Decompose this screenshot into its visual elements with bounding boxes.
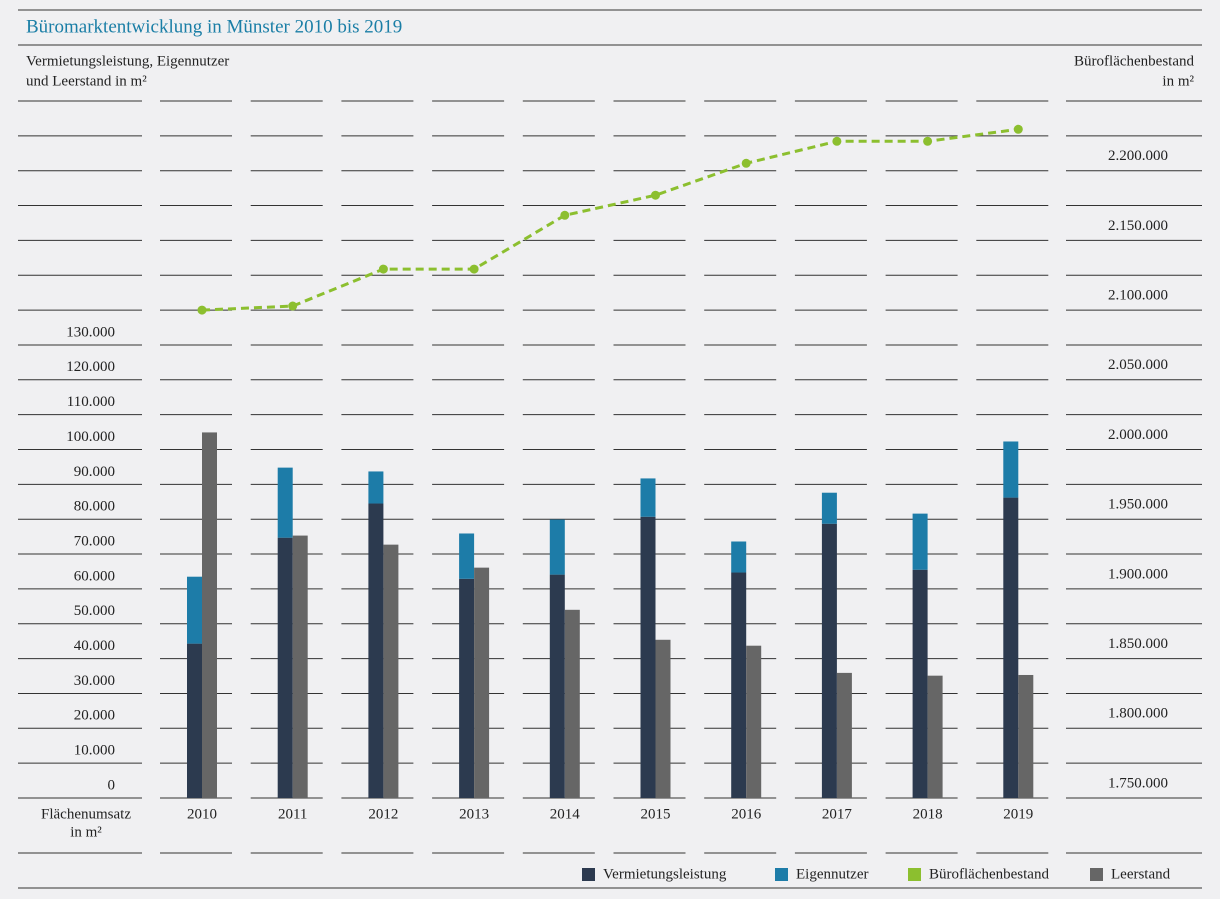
chart-title: Büromarktentwicklung in Münster 2010 bis… [26,16,402,37]
bar [1003,441,1019,498]
x-tick-label: 2017 [822,806,853,822]
y2-axis-label: Büroflächenbestand [1074,53,1194,69]
y-tick-label: 130.000 [66,324,115,340]
y2-tick-label: 2.200.000 [1108,148,1168,164]
bar [549,519,565,575]
bar [277,467,293,538]
y-tick-label: 30.000 [74,673,115,689]
bar [187,643,202,798]
legend-swatch [775,868,788,881]
line-point [469,264,479,274]
bar [640,516,656,798]
bar [927,675,943,798]
bar [821,523,837,798]
line-point [197,305,207,315]
x-axis-label: Flächenumsatz [41,806,131,822]
y-tick-label: 110.000 [67,394,115,410]
y-axis-label: Vermietungsleistung, Eigennutzer [26,53,229,69]
bar [292,535,308,798]
y2-tick-label: 1.950.000 [1108,497,1168,513]
x-tick-label: 2019 [1003,806,1033,822]
line-point [560,210,570,220]
bar [459,578,475,798]
y-tick-label: 70.000 [74,533,115,549]
y2-axis-label: in m² [1162,73,1194,89]
bar [746,645,762,798]
y-tick-label: 0 [108,777,116,793]
x-axis-label: in m² [70,824,102,840]
bar [368,471,384,504]
line-point [923,136,933,146]
bar [459,533,475,579]
line-point [288,301,298,311]
bar [368,503,384,798]
line-point [832,136,842,146]
y-tick-label: 100.000 [66,429,115,445]
bar [731,572,747,798]
bar [731,541,747,573]
y-tick-label: 10.000 [74,743,115,759]
y-tick-label: 80.000 [74,499,115,515]
bar [549,574,565,798]
y-tick-label: 40.000 [74,638,115,654]
bar [1018,674,1034,798]
bar [912,569,928,798]
y-tick-label: 120.000 [66,359,115,375]
bar [187,576,202,644]
bar [640,478,656,517]
line-point [1013,124,1023,134]
line [201,127,1019,312]
y2-tick-label: 1.800.000 [1108,706,1168,722]
x-tick-label: 2013 [459,806,489,822]
legend-label: Eigennutzer [796,866,868,882]
y-axis-label: und Leerstand in m² [26,73,147,89]
y-tick-label: 60.000 [74,568,115,584]
y2-tick-label: 1.900.000 [1108,566,1168,582]
x-tick-label: 2015 [641,806,671,822]
y2-tick-label: 1.750.000 [1108,775,1168,791]
x-tick-label: 2011 [278,806,307,822]
x-tick-label: 2014 [550,806,581,822]
y2-tick-label: 2.050.000 [1108,357,1168,373]
bar [277,537,293,798]
legend-label: Leerstand [1111,866,1171,882]
y-tick-label: 90.000 [74,464,115,480]
bar [912,513,928,570]
x-tick-label: 2018 [913,806,943,822]
bar [836,672,852,798]
y2-tick-label: 2.100.000 [1108,288,1168,304]
bar [383,544,399,798]
legend-label: Vermietungsleistung [603,866,727,882]
y2-tick-label: 2.000.000 [1108,427,1168,443]
line-point [741,158,751,168]
x-tick-label: 2016 [731,806,762,822]
bar [474,567,490,798]
legend-swatch [582,868,595,881]
x-tick-label: 2012 [368,806,398,822]
line-point [378,264,388,274]
bar [564,609,580,798]
bar [655,639,671,798]
legend-swatch [1090,868,1103,881]
y-tick-label: 20.000 [74,708,115,724]
x-tick-label: 2010 [187,806,217,822]
legend-label: Büroflächenbestand [929,866,1049,882]
legend-swatch [908,868,921,881]
y2-tick-label: 1.850.000 [1108,636,1168,652]
bar [1003,497,1019,798]
y-tick-label: 50.000 [74,603,115,619]
bar [821,492,837,524]
line-point [651,190,660,200]
bar [202,432,217,798]
y2-tick-label: 2.150.000 [1108,218,1168,234]
